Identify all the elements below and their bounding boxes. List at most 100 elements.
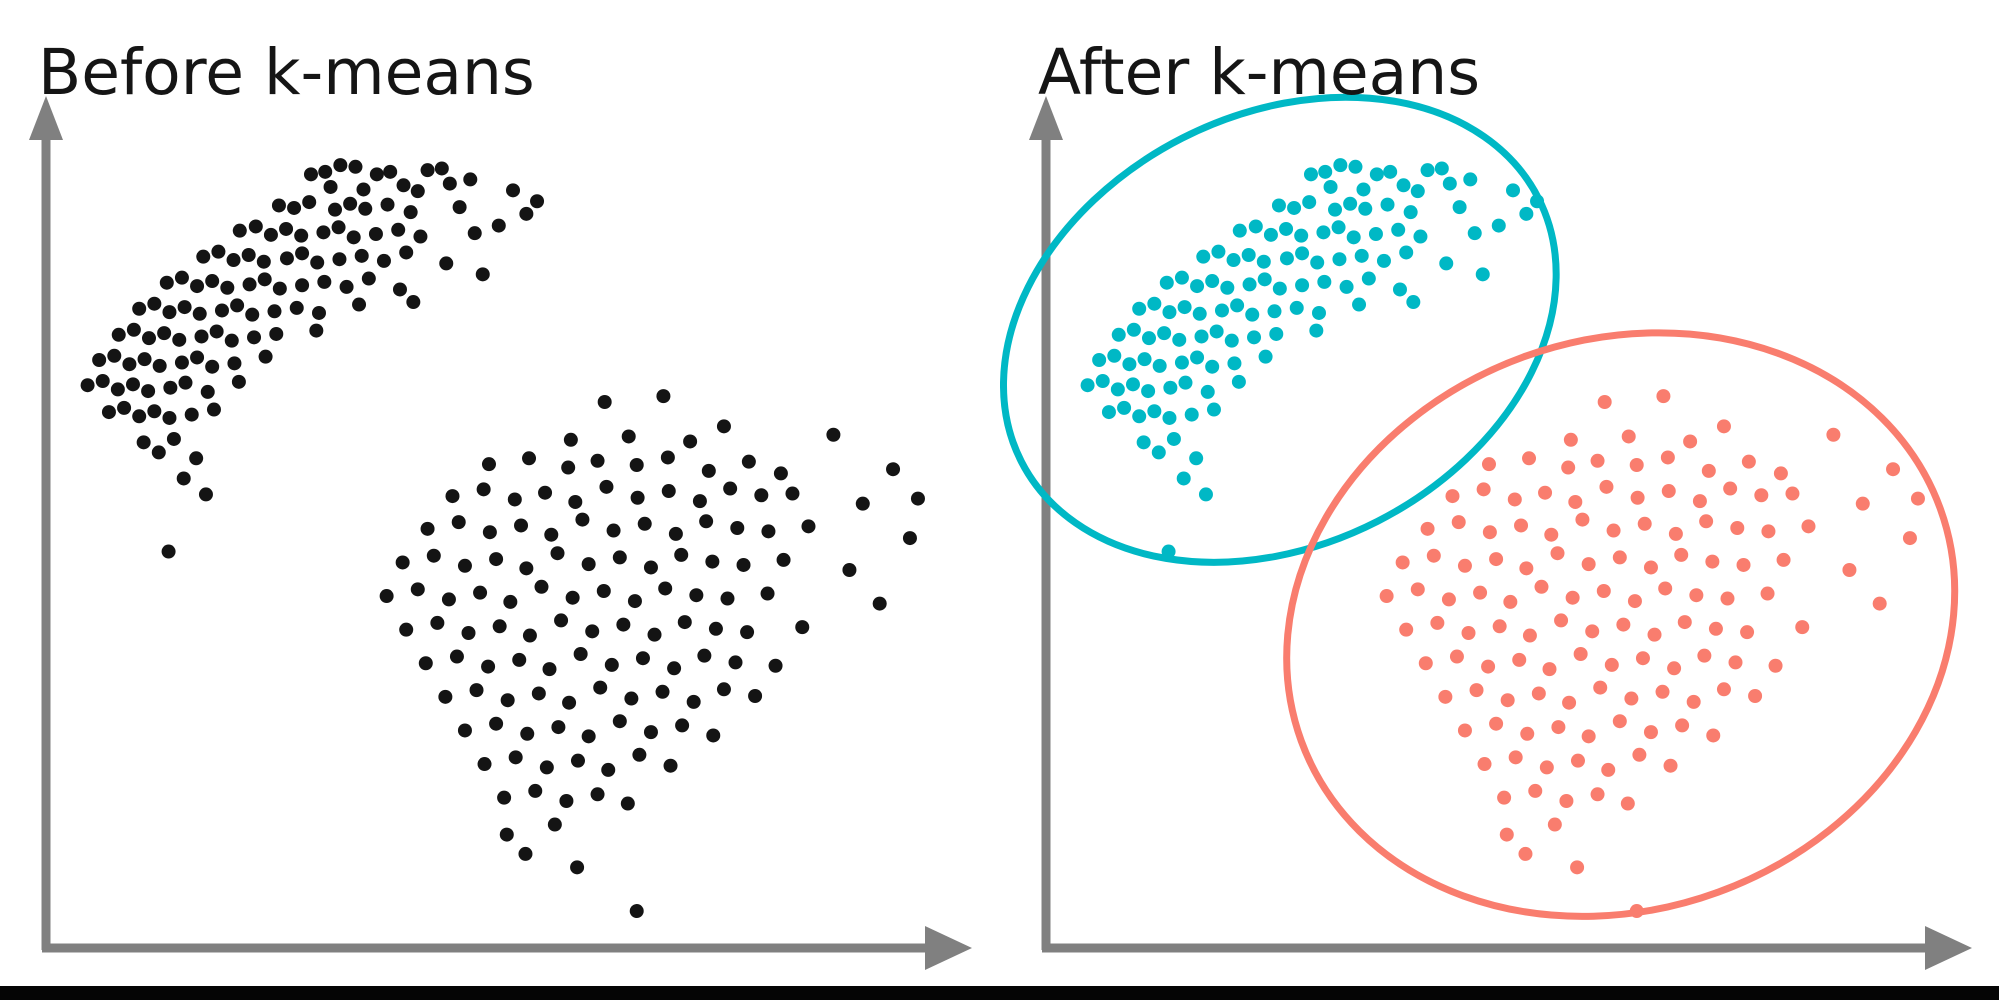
data-point: [1302, 195, 1317, 210]
data-point: [1418, 656, 1433, 671]
data-point: [677, 615, 692, 630]
data-point: [1136, 435, 1151, 450]
data-point: [1379, 589, 1394, 604]
data-point: [434, 161, 449, 176]
cluster-ellipses-group: [1000, 93, 1959, 920]
data-point: [396, 178, 411, 193]
data-point: [1449, 649, 1464, 664]
data-point: [544, 527, 559, 542]
data-point: [1194, 329, 1209, 344]
data-point: [500, 693, 515, 708]
data-point: [1395, 555, 1410, 570]
data-point: [785, 486, 800, 501]
data-point: [1497, 790, 1512, 805]
data-point: [606, 523, 621, 538]
data-point: [1157, 326, 1172, 341]
data-point: [445, 489, 460, 504]
data-point: [1585, 624, 1600, 639]
data-point: [457, 558, 472, 573]
data-point: [227, 356, 242, 371]
data-point: [1161, 544, 1176, 559]
data-point: [1410, 184, 1425, 199]
data-point: [1339, 279, 1354, 294]
data-point: [111, 327, 126, 342]
data-point: [795, 620, 810, 635]
data-point: [1177, 300, 1192, 315]
data-point: [1263, 227, 1278, 242]
data-point: [1635, 651, 1650, 666]
data-point: [1629, 904, 1644, 919]
data-point: [1754, 488, 1769, 503]
data-point: [1279, 221, 1294, 236]
data-point: [1457, 558, 1472, 573]
data-point: [420, 163, 435, 178]
bottom-bar: [0, 986, 1999, 1000]
data-point: [137, 352, 152, 367]
data-point: [318, 164, 333, 179]
data-point: [205, 274, 220, 289]
data-point: [554, 613, 569, 628]
panel-title-before: Before k-means: [38, 36, 535, 109]
data-point: [1565, 590, 1580, 605]
data-point: [1701, 463, 1716, 478]
data-point: [198, 487, 213, 502]
data-point: [1392, 282, 1407, 297]
data-point: [1612, 714, 1627, 729]
data-point: [1101, 405, 1116, 420]
data-point: [1209, 324, 1224, 339]
data-point: [1192, 306, 1207, 321]
data-point: [1697, 648, 1712, 663]
data-point: [1910, 491, 1925, 506]
data-point: [655, 684, 670, 699]
data-point: [1348, 159, 1363, 174]
data-point: [1886, 462, 1901, 477]
data-point: [1612, 550, 1627, 565]
data-point: [194, 329, 209, 344]
data-point: [1205, 274, 1220, 289]
data-point: [1575, 512, 1590, 527]
data-point: [332, 252, 347, 267]
data-point: [1520, 726, 1535, 741]
data-point: [675, 718, 690, 733]
data-point: [643, 560, 658, 575]
data-point: [1730, 521, 1745, 535]
data-point: [1376, 253, 1391, 268]
data-point: [161, 544, 176, 559]
data-point: [568, 494, 583, 509]
data-point: [1461, 626, 1476, 640]
data-point: [1457, 723, 1472, 738]
data-point: [426, 548, 441, 563]
data-point: [413, 229, 428, 244]
data-point: [647, 627, 662, 642]
data-point: [1137, 352, 1152, 367]
data-point: [1295, 278, 1310, 293]
data-point: [1534, 579, 1549, 594]
data-point: [1499, 827, 1514, 842]
data-point: [661, 484, 676, 499]
data-point: [1624, 691, 1639, 706]
data-point: [279, 251, 294, 266]
data-point: [1489, 716, 1504, 731]
data-point: [1451, 515, 1466, 530]
data-point: [147, 404, 162, 419]
data-point: [1166, 431, 1181, 446]
data-point: [224, 333, 239, 348]
data-point: [226, 253, 241, 268]
data-point: [1476, 482, 1491, 497]
data-points-group: [1080, 158, 1925, 919]
data-point: [1241, 248, 1256, 262]
data-point: [263, 227, 278, 242]
data-point: [1271, 198, 1286, 213]
data-point: [1107, 348, 1122, 363]
data-point: [534, 579, 549, 594]
data-point: [1445, 489, 1460, 504]
data-point: [1531, 686, 1546, 701]
data-point: [1477, 757, 1492, 772]
data-point: [1573, 647, 1588, 661]
data-point: [166, 431, 181, 446]
data-point: [1232, 223, 1247, 238]
data-point: [1492, 619, 1507, 634]
data-point: [449, 649, 464, 664]
data-point: [1740, 625, 1755, 640]
data-point: [708, 621, 723, 636]
